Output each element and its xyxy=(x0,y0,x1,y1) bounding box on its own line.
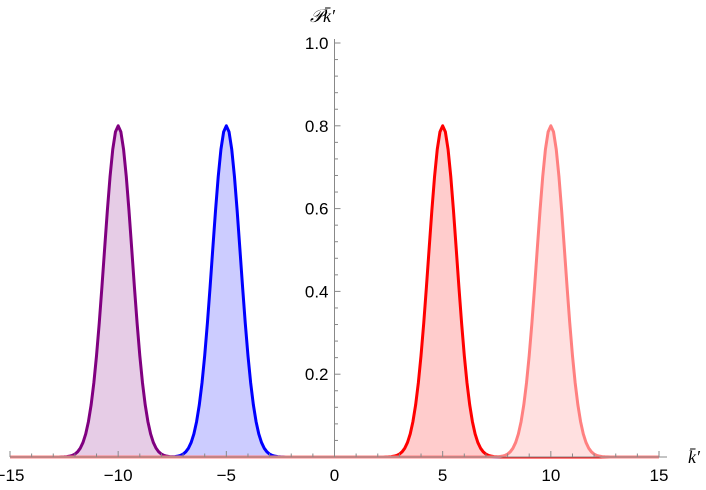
x-tick-label: −15 xyxy=(0,466,24,485)
x-ticks: −15 −10 −5 0 5 10 15 xyxy=(0,451,668,485)
y-tick-label: 0.4 xyxy=(305,282,329,301)
y-tick-label: 0.6 xyxy=(305,200,329,219)
x-axis-label: k̄′ xyxy=(688,447,701,467)
y-axis-label: 𝒫k̄′ xyxy=(310,6,336,26)
y-ticks: 0.2 0.4 0.6 0.8 1.0 xyxy=(305,34,341,441)
x-tick-label: 15 xyxy=(650,466,669,485)
y-tick-label: 1.0 xyxy=(305,34,329,53)
y-tick-label: 0.8 xyxy=(305,117,329,136)
y-tick-label: 0.2 xyxy=(305,365,329,384)
x-tick-label: 10 xyxy=(541,466,560,485)
x-tick-label: −10 xyxy=(104,466,133,485)
x-tick-label: 0 xyxy=(330,466,339,485)
x-tick-label: −5 xyxy=(217,466,236,485)
x-tick-label: 5 xyxy=(438,466,447,485)
